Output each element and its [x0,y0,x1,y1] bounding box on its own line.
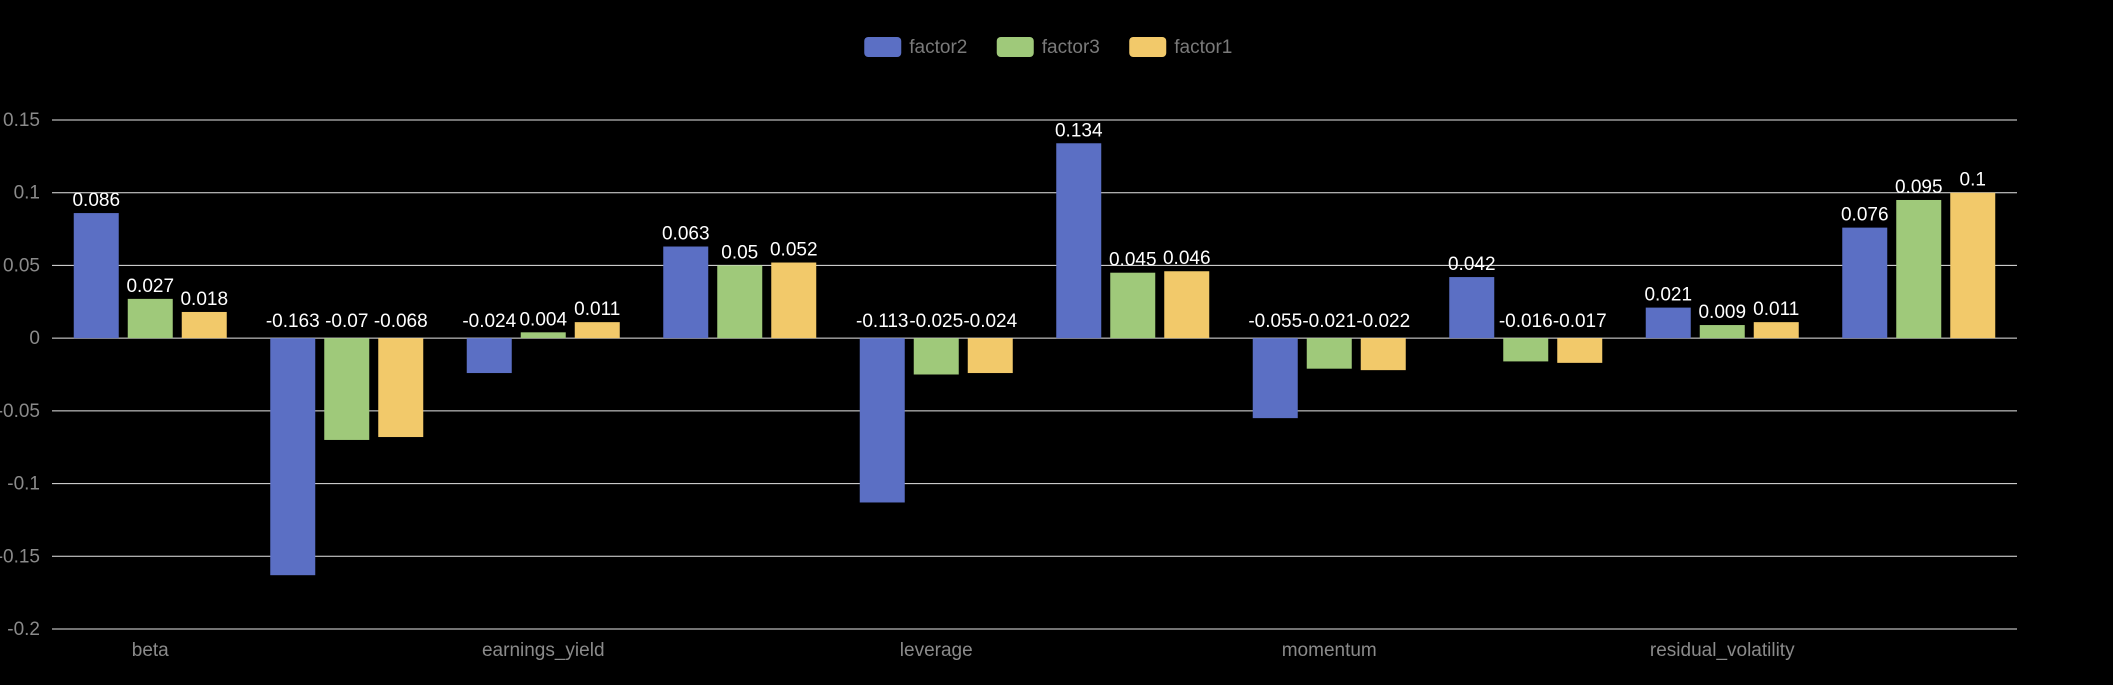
y-tick-label: 0.1 [14,183,40,204]
legend-label: factor1 [1174,37,1232,58]
bar-factor2[interactable] [859,338,905,503]
bar-factor1[interactable] [1164,271,1210,339]
y-tick-label: 0.15 [3,110,40,131]
bar-factor1[interactable] [967,338,1013,374]
bar-factor2[interactable] [1645,307,1691,339]
y-tick-label: -0.1 [7,474,40,495]
x-category-label: earnings_yield [482,640,605,661]
y-tick-label: -0.2 [7,619,40,640]
data-label: 0.004 [519,309,567,330]
legend-item-factor3[interactable]: factor3 [996,37,1100,58]
y-tick-label: 0.05 [3,255,40,276]
bar-factor3[interactable] [1306,338,1352,369]
bar-factor1[interactable] [1950,192,1996,339]
data-label: 0.011 [574,299,620,320]
data-label: 0.021 [1644,285,1692,306]
data-label: -0.021 [1302,311,1356,332]
bar-factor1[interactable] [378,338,424,438]
data-label: -0.025 [909,311,963,332]
bar-factor2[interactable] [663,246,709,339]
data-label: 0.046 [1163,248,1211,269]
x-category-label: residual_volatility [1650,640,1795,661]
bar-factor2[interactable] [466,338,512,374]
legend[interactable]: factor2 factor3 factor1 [864,37,1232,58]
data-label: 0.045 [1109,250,1157,271]
data-label: 0.018 [180,289,228,310]
data-label: 0.05 [721,242,758,263]
bar-factor2[interactable] [1449,277,1495,339]
data-label: 0.1 [1960,170,1986,191]
legend-swatch [1129,37,1167,57]
bar-factor1[interactable] [1557,338,1603,363]
data-label: -0.024 [462,311,516,332]
bar-factor1[interactable] [771,262,817,339]
data-label: 0.011 [1753,299,1799,320]
bar-factor3[interactable] [717,265,763,339]
bar-factor3[interactable] [324,338,370,440]
data-label: 0.009 [1698,302,1746,323]
data-label: 0.063 [662,224,710,245]
x-category-label: leverage [900,640,973,661]
legend-label: factor3 [1042,37,1100,58]
legend-swatch [864,37,902,57]
bar-factor2[interactable] [1842,227,1888,339]
bar-factor1[interactable] [1753,322,1799,339]
bar-factor2[interactable] [73,213,119,339]
data-label: -0.055 [1248,311,1302,332]
bar-factor2[interactable] [1056,143,1102,339]
data-label: 0.134 [1055,120,1103,141]
data-label: 0.027 [126,276,174,297]
bar-factor3[interactable] [1896,199,1942,339]
y-tick-label: -0.15 [0,546,40,567]
data-label: -0.163 [266,311,320,332]
x-axis-category-labels: beta earnings_yield leverage momentum residu… [132,640,1795,661]
y-tick-label: -0.05 [0,401,40,422]
bar-factor3[interactable] [1699,325,1745,339]
data-label: -0.07 [325,311,368,332]
legend-item-factor2[interactable]: factor2 [864,37,967,58]
data-label: -0.113 [856,311,908,332]
y-tick-label: 0 [29,328,40,349]
bar-factor2[interactable] [1252,338,1298,419]
bar-factor1[interactable] [181,311,227,339]
bars [73,143,1996,576]
data-label: 0.076 [1841,205,1889,226]
bar-factor3[interactable] [127,298,173,339]
bar-factor3[interactable] [520,332,566,339]
legend-swatch [996,37,1034,57]
data-label: 0.052 [770,240,818,261]
data-label: 0.086 [72,190,120,211]
data-label: -0.024 [963,311,1017,332]
legend-label: factor2 [909,37,967,58]
data-label: 0.042 [1448,254,1496,275]
legend-item-factor1[interactable]: factor1 [1129,37,1232,58]
bar-factor3[interactable] [913,338,959,375]
x-category-label: momentum [1282,640,1377,661]
data-label: -0.022 [1356,311,1410,332]
bar-factor2[interactable] [270,338,316,576]
bar-factor3[interactable] [1110,272,1156,339]
bar-factor1[interactable] [574,322,620,339]
bar-factor3[interactable] [1503,338,1549,362]
data-label: -0.068 [374,311,428,332]
bar-factor1[interactable] [1360,338,1406,371]
x-category-label: beta [132,640,169,661]
data-label: -0.016 [1499,311,1553,332]
data-label: 0.095 [1895,177,1943,198]
y-axis-tick-labels: 0.15 0.1 0.05 0 -0.05 -0.1 -0.15 -0.2 [0,110,40,640]
data-label: -0.017 [1553,311,1607,332]
